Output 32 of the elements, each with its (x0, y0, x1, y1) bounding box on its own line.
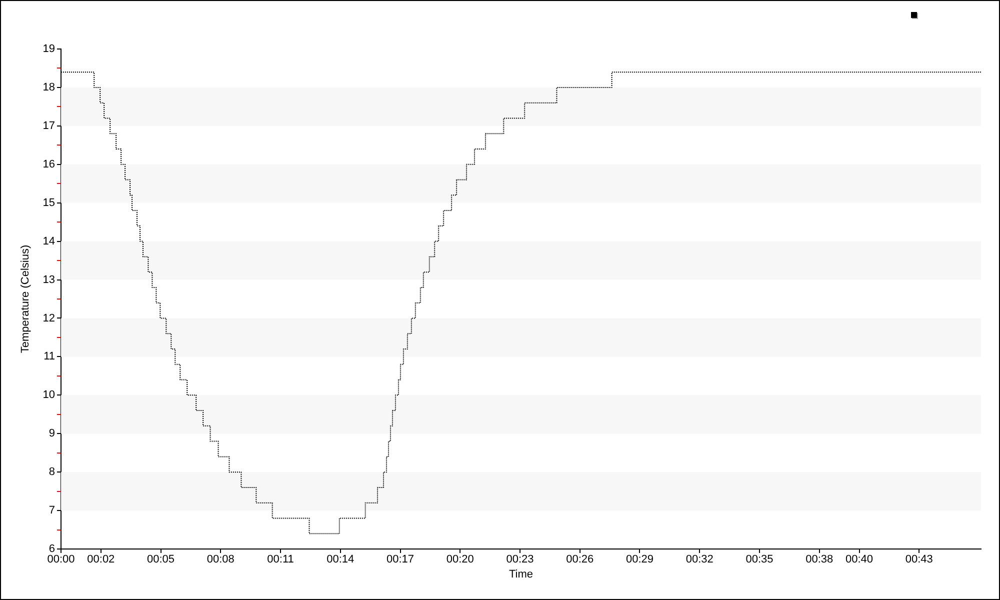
x-tick-label: 00:11 (267, 554, 294, 566)
x-tick-label: 00:32 (686, 554, 714, 566)
x-tick-label: 00:14 (326, 554, 354, 566)
x-tick-label: 00:40 (846, 554, 874, 566)
x-tick-label: 00:38 (806, 554, 834, 566)
x-tick-label: 00:29 (626, 554, 654, 566)
y-tick-label: 6 (48, 543, 55, 556)
x-tick-label: 00:23 (506, 554, 534, 566)
y-tick-label: 12 (42, 312, 55, 324)
x-tick-label: 00:00 (47, 554, 75, 566)
y-tick-label: 9 (48, 428, 55, 440)
y-tick-label: 14 (42, 235, 55, 248)
y-tick-label: 7 (48, 504, 55, 517)
y-tick-label: 8 (48, 466, 55, 478)
y-tick-label: 16 (42, 158, 55, 170)
x-tick-label: 00:26 (566, 554, 594, 566)
x-axis-title: Time (508, 568, 534, 580)
x-tick-label: 00:43 (905, 554, 933, 566)
x-tick-label: 00:20 (446, 554, 474, 566)
y-tick-label: 15 (42, 196, 55, 209)
y-tick-label: 13 (42, 274, 55, 286)
x-tick-label: 00:02 (87, 554, 115, 566)
y-tick-label: 17 (42, 120, 55, 132)
y-tick-label: 19 (42, 43, 55, 56)
y-tick-label: 11 (44, 350, 55, 363)
y-tick-label: 18 (42, 81, 55, 94)
x-tick-label: 00:17 (386, 554, 414, 566)
x-tick-label: 00:08 (206, 554, 234, 566)
x-tick-label: 00:35 (746, 554, 774, 566)
y-axis-title: Temperature (Celsius) (20, 244, 32, 354)
x-tick-label: 00:05 (147, 554, 175, 566)
y-tick-label: 10 (42, 389, 55, 402)
